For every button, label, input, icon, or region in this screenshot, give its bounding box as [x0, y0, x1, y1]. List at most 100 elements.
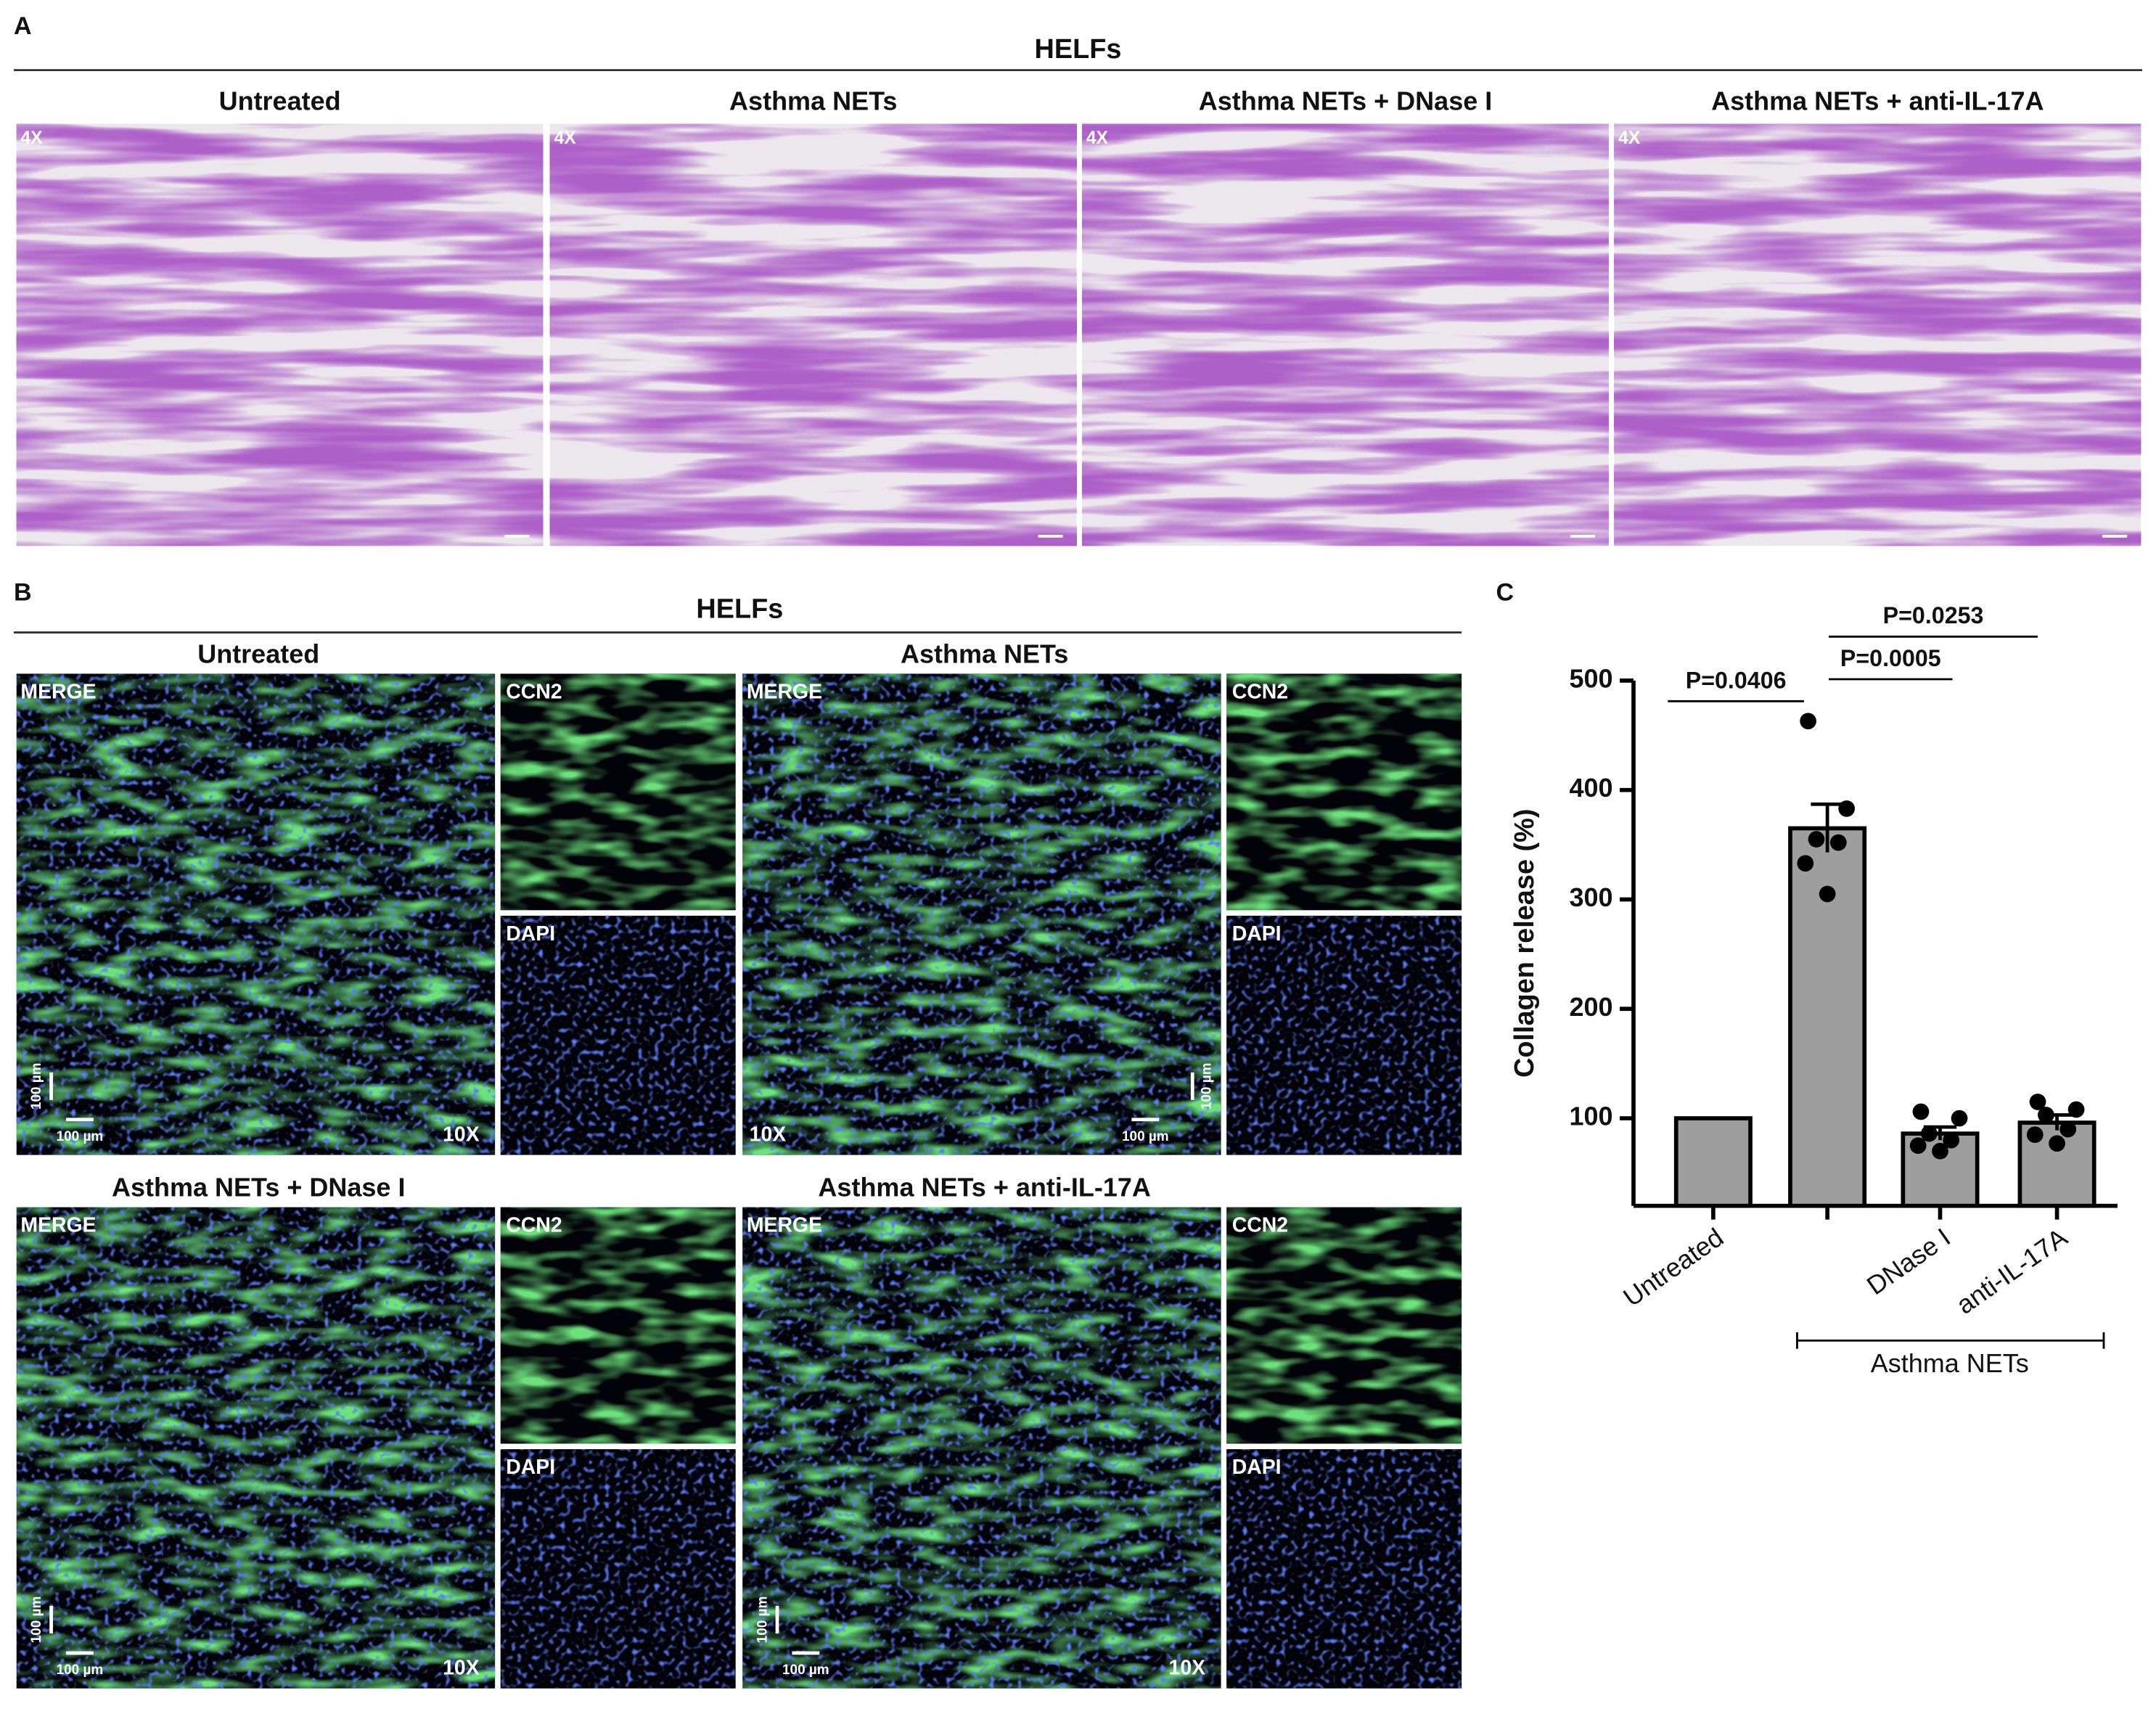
data-point: [1943, 1131, 1960, 1149]
image-title: Asthma NETs + DNase I: [1199, 86, 1492, 116]
scale-bar: [792, 1651, 820, 1655]
scale-bar: [1038, 535, 1063, 538]
data-point: [2038, 1107, 2054, 1123]
magnification: 4X: [1086, 128, 1109, 148]
channel-label: DAPI: [1232, 1456, 1282, 1479]
x-tick-label: Untreated: [1618, 1222, 1729, 1312]
magnification: 10X: [443, 1123, 480, 1147]
micrograph-stain: [549, 123, 1077, 546]
group-title: Asthma NETs + DNase I: [112, 1172, 405, 1202]
scale-bar: [504, 535, 530, 538]
blue-channel: [16, 1207, 496, 1689]
data-point: [1951, 1110, 1968, 1127]
scale-bar: [1570, 535, 1595, 538]
green-channel: [500, 673, 736, 911]
scale-bar: [65, 1118, 94, 1122]
blue-channel: [500, 915, 736, 1155]
green-channel: [1226, 673, 1462, 911]
data-point: [2026, 1126, 2044, 1144]
magnification: 4X: [20, 128, 43, 148]
magnification: 4X: [1618, 128, 1641, 148]
micrograph-stain: [16, 123, 544, 546]
channel-label: MERGE: [20, 1214, 96, 1237]
scale-label: 100 µm: [57, 1662, 104, 1678]
data-point: [1920, 1125, 1938, 1142]
data-point: [2049, 1135, 2065, 1152]
y-tick-label: 300: [1569, 882, 1612, 912]
channel-label: CCN2: [506, 1214, 562, 1237]
scale-label: 100 µm: [57, 1129, 104, 1144]
scale-bar: [49, 1072, 53, 1100]
data-point: [1819, 885, 1836, 903]
blue-channel: [742, 673, 1221, 1155]
scale-label: 100 µm: [782, 1662, 829, 1678]
y-axis-label: Collagen release (%): [1509, 809, 1540, 1078]
scale-bar: [2102, 535, 2128, 538]
data-point: [1800, 713, 1816, 730]
y-tick-label: 500: [1569, 663, 1612, 693]
channel-label: DAPI: [506, 1456, 555, 1479]
group-title: Asthma NETs + anti-IL-17A: [818, 1172, 1150, 1202]
micrograph-stain: [1082, 123, 1609, 546]
group-title: Asthma NETs: [901, 639, 1068, 668]
group-title: Untreated: [197, 639, 319, 668]
scale-label: 100 µm: [1122, 1129, 1169, 1144]
scale-bar: [775, 1606, 779, 1633]
panel-label: A: [14, 12, 32, 40]
blue-channel: [1226, 1449, 1462, 1689]
data-point: [1797, 855, 1814, 872]
scale-label: 100 µm: [1200, 1063, 1215, 1110]
data-point: [2059, 1120, 2077, 1138]
scale-bar: [65, 1651, 94, 1655]
channel-label: MERGE: [747, 680, 822, 703]
y-tick-label: 400: [1569, 773, 1612, 803]
scale-label: 100 µm: [755, 1596, 771, 1644]
panel-label: C: [1496, 579, 1514, 607]
image-title: Asthma NETs: [729, 86, 897, 116]
channel-label: MERGE: [20, 680, 96, 703]
bar: [1788, 826, 1867, 1208]
image-title: Untreated: [219, 86, 341, 116]
green-channel: [1226, 1207, 1462, 1444]
scale-label: 100 µm: [29, 1063, 44, 1110]
channel-label: CCN2: [1232, 680, 1288, 703]
magnification: 10X: [750, 1123, 787, 1147]
micrograph-stain: [1614, 123, 2141, 546]
y-tick-label: 100: [1569, 1102, 1612, 1131]
green-channel: [500, 1207, 736, 1444]
data-point: [1808, 831, 1825, 848]
channel-label: CCN2: [1232, 1214, 1288, 1237]
data-point: [1829, 834, 1847, 851]
panel-label: B: [14, 579, 32, 607]
x-tick-label: anti-IL-17A: [1951, 1222, 2073, 1320]
channel-label: DAPI: [1232, 922, 1282, 946]
channel-label: MERGE: [747, 1214, 822, 1237]
image-title: Asthma NETs + anti-IL-17A: [1711, 86, 2044, 116]
scale-bar: [1131, 1118, 1160, 1122]
data-point: [1838, 800, 1856, 817]
blue-channel: [500, 1449, 736, 1689]
channel-label: DAPI: [506, 922, 555, 946]
blue-channel: [16, 673, 496, 1155]
x-tick-label: DNase I: [1861, 1222, 1956, 1300]
scale-label: 100 µm: [29, 1596, 44, 1644]
p-value: P=0.0005: [1840, 645, 1941, 671]
data-point: [2067, 1101, 2085, 1118]
bar: [1673, 1116, 1753, 1208]
magnification: 4X: [554, 128, 577, 148]
magnification: 10X: [1169, 1657, 1206, 1680]
p-value: P=0.0406: [1686, 667, 1787, 693]
data-point: [1909, 1137, 1927, 1155]
blue-channel: [1226, 915, 1462, 1155]
scale-bar: [49, 1606, 53, 1633]
heading: HELFs: [696, 594, 783, 624]
p-value: P=0.0253: [1883, 602, 1984, 628]
channel-label: CCN2: [506, 680, 562, 703]
data-point: [2029, 1094, 2046, 1110]
scale-bar: [1190, 1072, 1194, 1100]
heading: HELFs: [1035, 34, 1122, 65]
data-point: [1932, 1142, 1948, 1160]
group-label: Asthma NETs: [1871, 1348, 2029, 1378]
